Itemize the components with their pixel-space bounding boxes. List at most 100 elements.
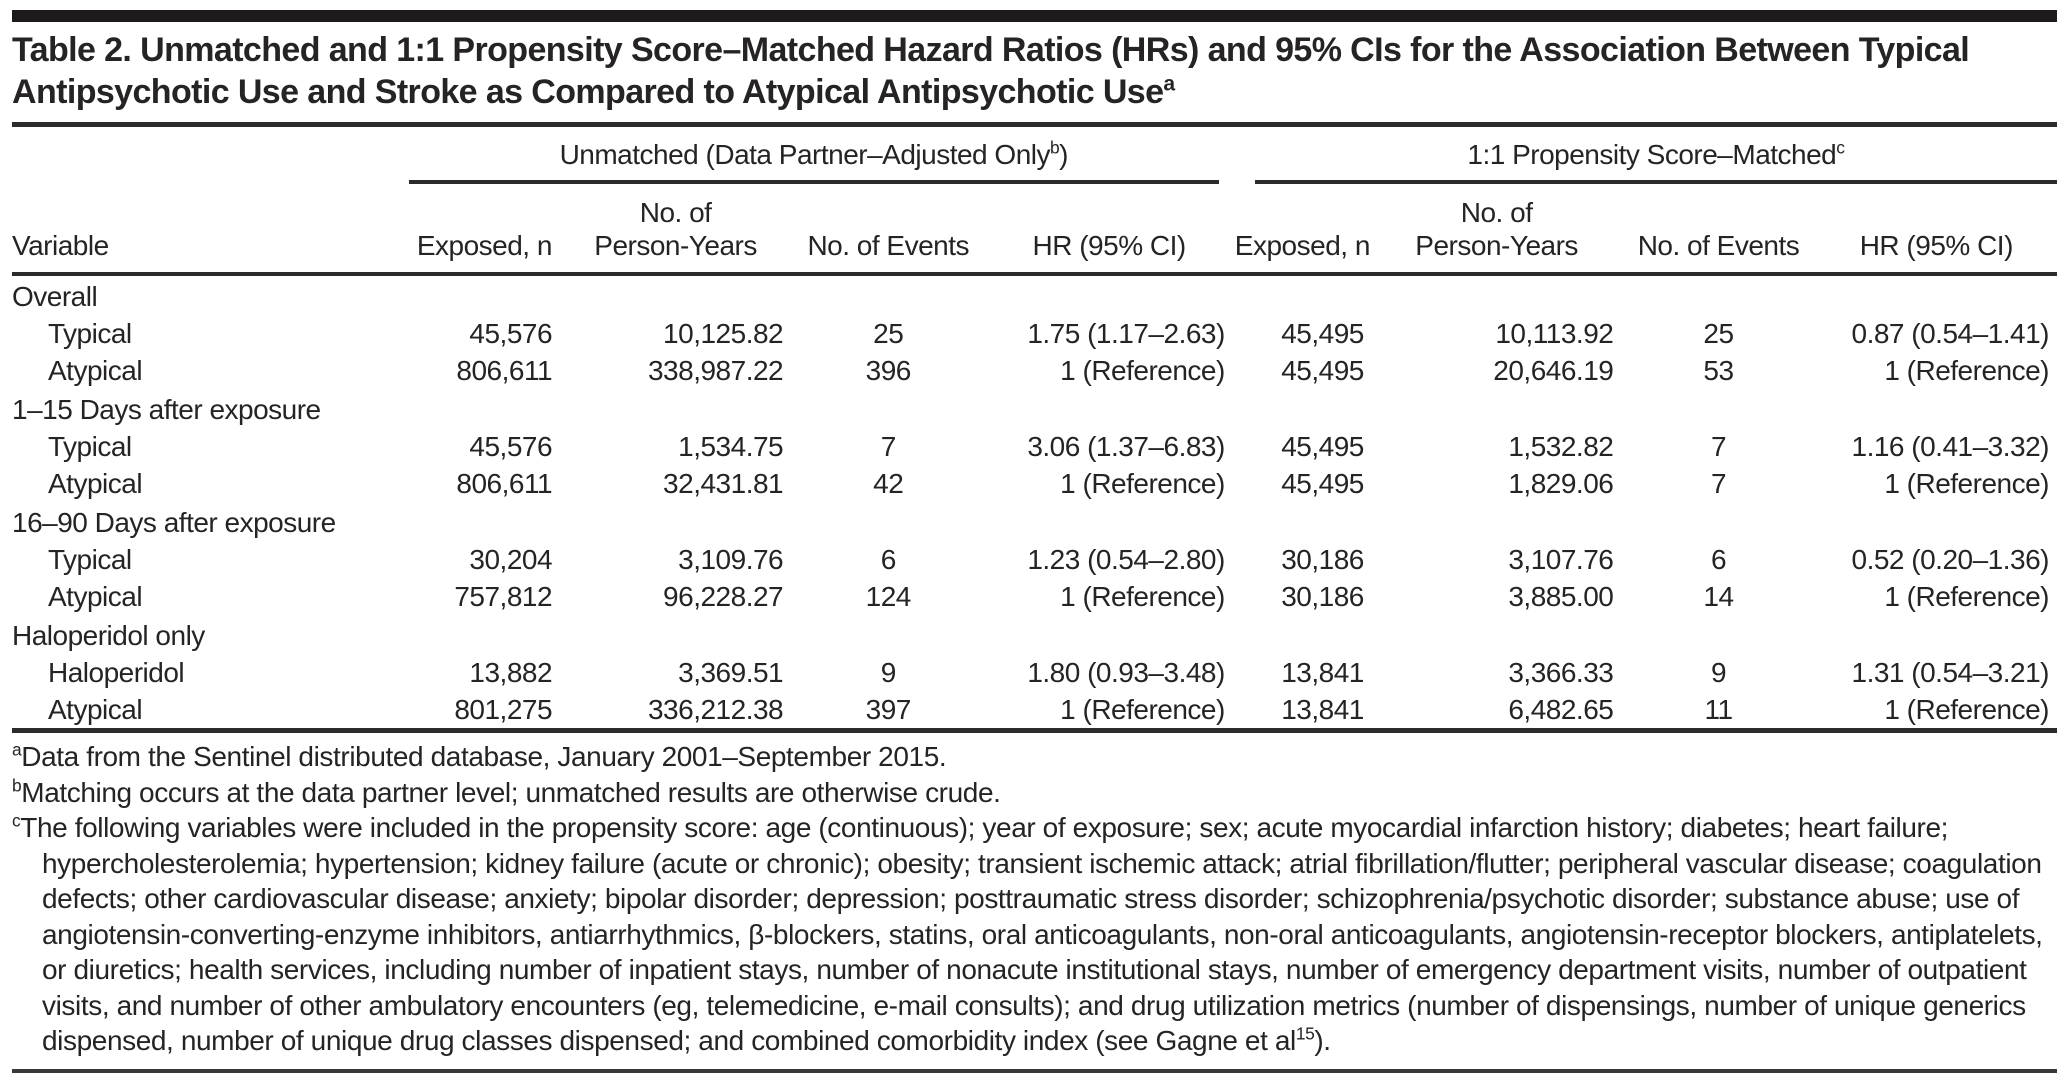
events-cell: 53 — [1703, 354, 1734, 386]
person-years-cell: 32,431.81 — [663, 467, 784, 499]
exposed-cell: 45,495 — [1281, 430, 1364, 462]
footnote-c-marker: c — [12, 811, 21, 832]
events-cell: 9 — [1710, 656, 1727, 688]
column-header-variable: Variable — [12, 184, 409, 277]
exposed-cell: 45,495 — [1281, 317, 1364, 349]
person-years-line2: Person-Years — [1415, 230, 1578, 262]
person-years-line1: No. of — [1460, 197, 1533, 229]
person-years-cell: 3,109.76 — [678, 543, 784, 575]
hr-cell: 1 (Reference) — [1815, 691, 2057, 734]
hr-cell: 1 (Reference) — [985, 691, 1233, 734]
results-table: Unmatched (Data Partner–Adjusted Onlyb) … — [12, 129, 2057, 734]
group-header-matched: 1:1 Propensity Score–Matchedc — [1233, 129, 2057, 185]
section-label: Overall — [12, 280, 98, 312]
person-years-cell: 336,212.38 — [560, 691, 792, 734]
exposed-cell: 45,576 — [469, 317, 553, 349]
events-cell: 9 — [880, 656, 897, 688]
footnote-a-marker: a — [12, 740, 22, 761]
column-header-hr-unmatched: HR (95% CI) — [985, 184, 1233, 277]
hr-cell: 1 (Reference) — [1060, 580, 1225, 612]
events-cell: 124 — [865, 580, 912, 612]
table-row: Typical 45,576 1,534.75 7 3.06 (1.37–6.8… — [12, 428, 2057, 465]
exposed-cell: 806,611 — [456, 467, 553, 499]
person-years-cell: 10,125.82 — [663, 317, 784, 349]
footnote-c-text: The following variables were included in… — [20, 812, 2043, 1057]
column-header-person-years-unmatched: No. of Person-Years — [560, 184, 792, 277]
table-row: Atypical 806,611 338,987.22 396 1 (Refer… — [12, 352, 2057, 389]
footnote-c-citation-superscript: 15 — [1295, 1024, 1315, 1045]
footnote-a-text: Data from the Sentinel distributed datab… — [21, 741, 947, 773]
person-years-cell: 6,482.65 — [1371, 691, 1622, 734]
events-cell: 11 — [1621, 691, 1816, 734]
events-cell: 7 — [880, 430, 897, 462]
table-row: Typical 45,576 10,125.82 25 1.75 (1.17–2… — [12, 315, 2057, 352]
person-years-line2: Person-Years — [594, 230, 757, 262]
variable-cell: Typical — [48, 543, 132, 575]
exposed-cell: 13,841 — [1281, 656, 1364, 688]
events-cell: 25 — [873, 317, 904, 349]
column-header-exposed-unmatched: Exposed, n — [408, 184, 561, 277]
footnotes: aData from the Sentinel distributed data… — [12, 739, 2057, 1059]
footnote-c: cThe following variables were included i… — [12, 810, 2057, 1059]
exposed-cell: 45,576 — [469, 430, 553, 462]
group-unmatched-suffix: ) — [1059, 139, 1068, 171]
person-years-cell: 3,366.33 — [1508, 656, 1614, 688]
events-cell: 42 — [873, 467, 904, 499]
group-header-spacer — [12, 129, 409, 184]
table-title-footnote-marker: a — [1163, 72, 1175, 96]
table-title: Table 2. Unmatched and 1:1 Propensity Sc… — [12, 22, 2057, 122]
group-unmatched-footnote-marker: b — [1049, 137, 1060, 158]
column-header-exposed-matched: Exposed, n — [1232, 184, 1372, 277]
table-row-section: 1–15 Days after exposure — [12, 389, 2057, 428]
events-cell: 7 — [1710, 467, 1727, 499]
exposed-cell: 30,186 — [1281, 580, 1364, 612]
person-years-cell: 3,885.00 — [1508, 580, 1614, 612]
events-cell: 6 — [1710, 543, 1727, 575]
section-label: 1–15 Days after exposure — [12, 393, 321, 425]
table-row-section: Overall — [12, 274, 2057, 315]
table-row: Typical 30,204 3,109.76 6 1.23 (0.54–2.8… — [12, 541, 2057, 578]
person-years-cell: 1,829.06 — [1508, 467, 1614, 499]
exposed-cell: 13,882 — [469, 656, 553, 688]
table-title-text: Table 2. Unmatched and 1:1 Propensity Sc… — [12, 31, 1970, 112]
events-cell: 25 — [1703, 317, 1734, 349]
column-header-events-unmatched: No. of Events — [791, 184, 986, 277]
hr-cell: 1 (Reference) — [1884, 467, 2049, 499]
variable-cell: Atypical — [48, 467, 143, 499]
exposed-cell: 45,495 — [1281, 467, 1364, 499]
hr-cell: 3.06 (1.37–6.83) — [1027, 430, 1225, 462]
footnote-c-text-end: ). — [1314, 1025, 1331, 1057]
events-cell: 14 — [1703, 580, 1734, 612]
title-divider-rule — [12, 122, 2057, 128]
exposed-cell: 757,812 — [454, 580, 553, 612]
hr-cell: 1 (Reference) — [1060, 354, 1225, 386]
table-row-section: Haloperidol only — [12, 615, 2057, 654]
events-cell: 6 — [880, 543, 897, 575]
table-row: Atypical 757,812 96,228.27 124 1 (Refere… — [12, 578, 2057, 615]
person-years-cell: 3,369.51 — [678, 656, 784, 688]
hr-cell: 1 (Reference) — [1884, 580, 2049, 612]
person-years-cell: 10,113.92 — [1495, 317, 1614, 349]
column-header-person-years-matched: No. of Person-Years — [1371, 184, 1622, 277]
section-label: Haloperidol only — [12, 619, 205, 651]
variable-cell: Typical — [48, 317, 132, 349]
hr-cell: 0.87 (0.54–1.41) — [1851, 317, 2050, 349]
events-cell: 397 — [791, 691, 986, 734]
group-unmatched-label: Unmatched (Data Partner–Adjusted Only — [559, 139, 1051, 171]
hr-cell: 0.52 (0.20–1.36) — [1851, 543, 2050, 575]
exposed-cell: 30,186 — [1281, 543, 1364, 575]
hr-cell: 1 (Reference) — [1060, 467, 1225, 499]
table-row-section: 16–90 Days after exposure — [12, 502, 2057, 541]
table-row: Atypical 801,275 336,212.38 397 1 (Refer… — [12, 691, 2057, 734]
exposed-cell: 13,841 — [1232, 691, 1372, 734]
hr-cell: 1.16 (0.41–3.32) — [1851, 430, 2050, 462]
person-years-cell: 338,987.22 — [647, 354, 784, 386]
person-years-cell: 3,107.76 — [1508, 543, 1614, 575]
variable-cell: Atypical — [48, 354, 143, 386]
hr-cell: 1.80 (0.93–3.48) — [1027, 656, 1225, 688]
person-years-line1: No. of — [639, 197, 712, 229]
variable-cell: Haloperidol — [48, 656, 185, 688]
person-years-cell: 1,534.75 — [678, 430, 784, 462]
footnote-b: bMatching occurs at the data partner lev… — [12, 775, 2057, 811]
